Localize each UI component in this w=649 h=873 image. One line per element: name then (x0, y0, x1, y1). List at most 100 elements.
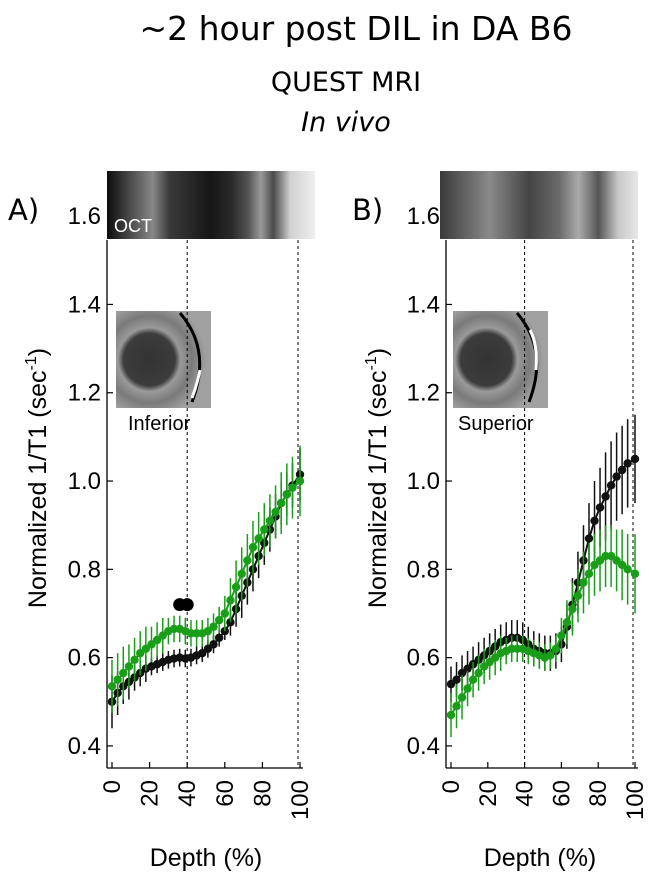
panel-b-series-1 (446, 525, 640, 738)
panel-b-y-tick-label: 1.6 (407, 203, 440, 230)
panel-b-data-point (568, 604, 577, 614)
panel-a-data-point (147, 640, 156, 649)
panel-a-data-point (231, 582, 241, 592)
panel-b-x-label: Depth (%) (484, 844, 597, 872)
panel-a-oct-strip (107, 171, 315, 239)
panel-b-y-tick-label: 0.8 (407, 556, 440, 583)
panel-a-data-point (288, 483, 297, 492)
panel-b-series (446, 414, 640, 738)
panel-a-inset-image (116, 311, 211, 408)
panel-a-significance-marker (180, 598, 194, 612)
panel-a-inset-arc-highlight (190, 369, 202, 399)
panel-a-series (107, 445, 305, 729)
panel-a-data-point (203, 626, 213, 636)
panel-a-data-point (214, 615, 224, 625)
panel-a-series-1 (107, 445, 305, 713)
panel-a-data-point (130, 655, 139, 665)
panel-a-inset-label: Inferior (128, 413, 191, 435)
panel-b-data-point (463, 684, 472, 693)
panel-a-data-point (209, 622, 218, 631)
panel-a-data-point (277, 498, 286, 508)
panel-a-data-point (113, 675, 122, 684)
panel-a-y-tick-label: 0.8 (68, 556, 101, 583)
panel-b-x-tick-label: 40 (512, 780, 539, 807)
panel-a-y-tick-label: 1.2 (68, 380, 101, 407)
panel-b-data-point (630, 569, 640, 578)
panel-b-data-point (468, 675, 478, 684)
panel-b-y-tick-label: 1.4 (407, 291, 440, 318)
panel-b-data-point (474, 668, 483, 678)
panel-b-data-point (595, 503, 605, 512)
panel-b-x-tick-label: 20 (475, 780, 502, 807)
panel-b-data-point (452, 675, 461, 684)
panel-b-data-point (590, 516, 599, 525)
panel-a-x-tick-label: 100 (287, 780, 314, 820)
panel-b-data-point (584, 534, 594, 543)
panel-b-data-point (573, 591, 583, 601)
panel-b-y-label: Normalized 1/T1 (sec-1) (363, 348, 392, 608)
panel-a-x-axis: 0 20 40 60 80 100 (99, 762, 314, 820)
panel-b-label: B) (352, 193, 383, 227)
panel-b-oct-strip (440, 171, 638, 239)
panel-a-data-point (271, 507, 280, 517)
panel-b-inset-image (453, 311, 548, 408)
panel-b: B) Superior 0.4 0.6 0.8 1.0 1.2 1.4 1.6 0 20 40 6… (352, 171, 649, 872)
panel-b-data-point (630, 454, 640, 464)
panel-b-data-point (617, 465, 627, 475)
panel-b-data-point (446, 710, 456, 720)
panel-b-data-point (546, 651, 555, 660)
panel-a-significance (173, 598, 194, 612)
panel-b-data-point (623, 459, 632, 468)
panel-b-inset-label: Superior (458, 413, 534, 435)
panel-b-y-tick-label: 0.6 (407, 645, 440, 672)
panel-a-data-point (260, 525, 269, 534)
panel-a-label: A) (8, 193, 39, 227)
panel-b-data-point (551, 644, 561, 653)
panel-a-data-point (136, 649, 145, 658)
panel-b-y-tick-label: 0.4 (407, 733, 440, 760)
panel-a-data-point (141, 644, 151, 653)
panel-a-x-tick-label: 60 (212, 780, 239, 807)
panel-a-data-point (243, 556, 252, 565)
panel-a-y-tick-label: 0.4 (68, 733, 101, 760)
panel-a-x-tick-label: 0 (99, 780, 126, 793)
panel-a-data-point (214, 633, 224, 642)
panel-a-y-label: Normalized 1/T1 (sec-1) (23, 348, 52, 608)
panel-a-data-point (295, 476, 305, 486)
panel-b-series-line (450, 555, 636, 716)
panel-a-data-point (209, 640, 218, 649)
panel-a-x-tick-label: 80 (249, 780, 276, 807)
panel-a-oct-label: OCT (114, 216, 152, 236)
panel-a-data-point (119, 668, 128, 678)
panel-b-data-point (457, 693, 467, 702)
panel-b-data-point (606, 481, 616, 490)
panel-b-data-point (557, 631, 566, 640)
panel-a-y-tick-label: 0.6 (68, 645, 101, 672)
panel-b-data-point (584, 569, 594, 578)
panel-b-data-point (623, 565, 632, 574)
panel-a-data-point (254, 534, 263, 543)
panel-b-x-tick-label: 80 (585, 780, 612, 807)
figure-subtitle-italic: In vivo (301, 107, 391, 138)
panel-a-x-label: Depth (%) (150, 844, 263, 872)
panel-b-y-axis: 0.4 0.6 0.8 1.0 1.2 1.4 1.6 (407, 203, 452, 768)
panel-b-inset (453, 311, 548, 408)
figure-subtitle: QUEST MRI (271, 67, 421, 98)
figure-title: ~2 hour post DIL in DA B6 (139, 9, 572, 48)
panel-b-data-point (579, 578, 588, 587)
panel-b-inset-arc-highlight (528, 329, 538, 371)
panel-b-y-tick-label: 1.2 (407, 380, 440, 407)
panel-a-data-point (265, 516, 275, 525)
panel-a-data-point (152, 635, 162, 645)
panel-b-data-point (562, 618, 572, 627)
panel-b-x-tick-label: 60 (548, 780, 575, 807)
panel-b-y-tick-label: 1.0 (407, 468, 440, 495)
panel-a-reference-lines (186, 240, 299, 768)
panel-a-y-tick-label: 1.6 (68, 203, 101, 230)
panel-a-data-point (226, 596, 235, 605)
panel-a-inset (116, 311, 211, 408)
panel-b-data-point (612, 472, 621, 481)
panel-a-data-point (248, 543, 258, 552)
panel-b-data-point (601, 492, 610, 501)
